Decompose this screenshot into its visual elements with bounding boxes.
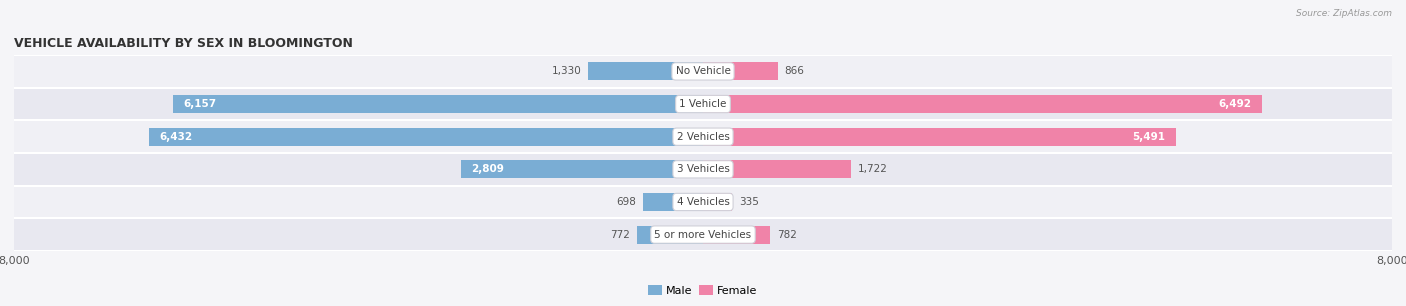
Bar (173, 95, 703, 113)
Text: 3 Vehicles: 3 Vehicles (676, 164, 730, 174)
Text: Source: ZipAtlas.com: Source: ZipAtlas.com (1296, 9, 1392, 18)
Text: 6,432: 6,432 (159, 132, 193, 142)
Legend: Male, Female: Male, Female (644, 281, 762, 300)
Text: 2,809: 2,809 (471, 164, 505, 174)
Text: 698: 698 (616, 197, 636, 207)
Bar (703, 226, 770, 244)
Text: 5,491: 5,491 (1133, 132, 1166, 142)
Text: 1 Vehicle: 1 Vehicle (679, 99, 727, 109)
Bar (0, 218, 1406, 251)
Bar (703, 62, 778, 80)
Bar (0, 153, 1406, 186)
Text: 1,330: 1,330 (551, 66, 582, 76)
Bar (637, 226, 703, 244)
Bar (149, 128, 703, 146)
Bar (0, 55, 1406, 88)
Bar (589, 62, 703, 80)
Bar (703, 160, 851, 178)
Text: 6,492: 6,492 (1219, 99, 1251, 109)
Bar (0, 88, 1406, 120)
Text: 335: 335 (738, 197, 759, 207)
Bar (703, 128, 1175, 146)
Bar (0, 186, 1406, 218)
Text: 782: 782 (778, 230, 797, 240)
Text: 1,722: 1,722 (858, 164, 889, 174)
Bar (643, 193, 703, 211)
Bar (0, 120, 1406, 153)
Text: 772: 772 (610, 230, 630, 240)
Bar (461, 160, 703, 178)
Text: 866: 866 (785, 66, 804, 76)
Text: 6,157: 6,157 (183, 99, 217, 109)
Text: VEHICLE AVAILABILITY BY SEX IN BLOOMINGTON: VEHICLE AVAILABILITY BY SEX IN BLOOMINGT… (14, 37, 353, 50)
Bar (703, 193, 733, 211)
Text: No Vehicle: No Vehicle (675, 66, 731, 76)
Bar (703, 95, 1263, 113)
Text: 4 Vehicles: 4 Vehicles (676, 197, 730, 207)
Text: 5 or more Vehicles: 5 or more Vehicles (654, 230, 752, 240)
Text: 2 Vehicles: 2 Vehicles (676, 132, 730, 142)
